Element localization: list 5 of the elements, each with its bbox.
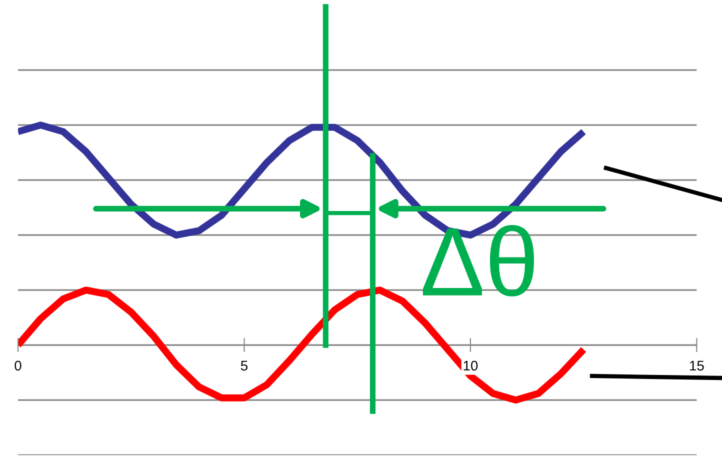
x-tick-label: 0: [14, 360, 22, 371]
x-tick-label: 5: [240, 360, 248, 371]
annotation: Δθ: [422, 225, 534, 296]
x-tick-label: 10: [464, 360, 478, 371]
x-tick-label: 15: [690, 360, 704, 371]
